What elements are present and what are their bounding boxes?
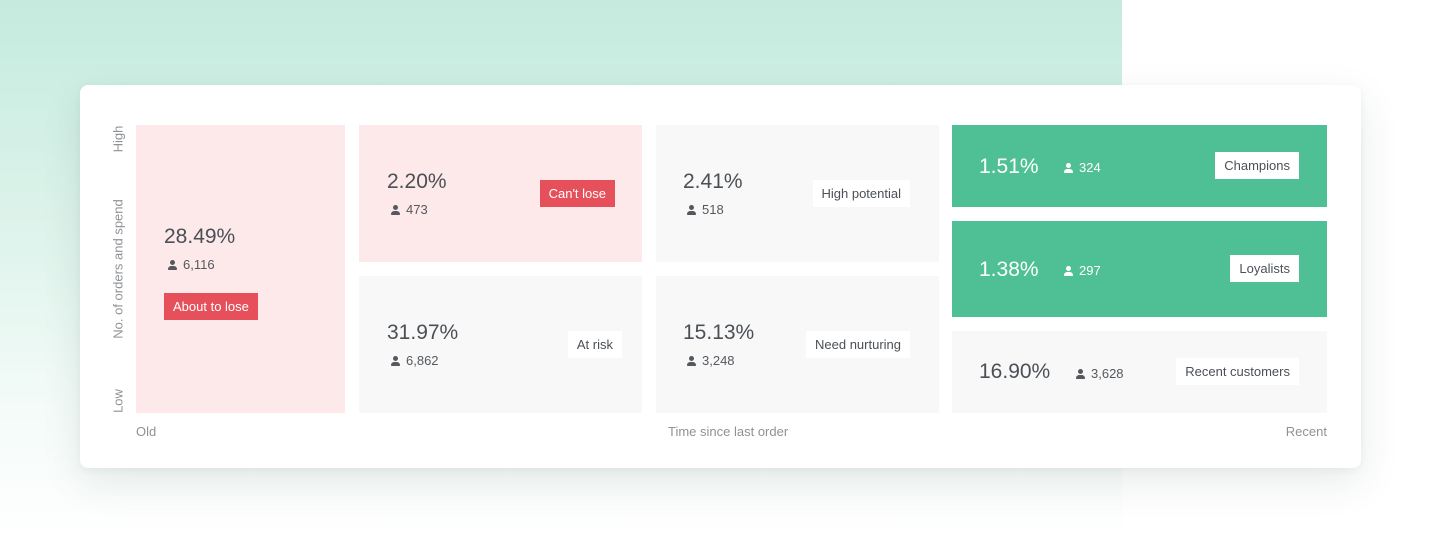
x-axis-title: Time since last order [668,424,789,439]
segment-customer-count: 324 [1064,160,1101,175]
y-axis-high-label: High [110,125,126,153]
segment-percent: 2.20% [387,170,447,193]
person-icon [391,355,400,366]
segment-champions[interactable]: 1.51% 324 Champions [952,125,1327,207]
segment-percent: 1.38% [979,258,1039,281]
segment-percent: 1.51% [979,155,1039,178]
person-icon [391,204,400,215]
segment-about-to-lose[interactable]: 28.49% 6,116 About to lose [136,125,345,413]
segment-label: Can't lose [539,180,615,207]
y-axis-low-label: Low [110,389,126,413]
segment-recent-customers[interactable]: 16.90% 3,628 Recent customers [952,331,1327,413]
person-icon [687,204,696,215]
segment-loyalists[interactable]: 1.38% 297 Loyalists [952,221,1327,317]
segment-label: Loyalists [1230,255,1299,282]
segment-customer-count: 3,628 [1076,366,1124,381]
person-icon [1076,368,1085,379]
segment-percent: 31.97% [387,321,459,344]
segment-label: Need nurturing [806,331,910,358]
segment-percent: 15.13% [683,321,755,344]
segment-customer-count: 6,116 [168,257,215,272]
segment-percent: 28.49% [164,225,236,248]
person-icon [1064,162,1073,173]
segment-customer-count: 3,248 [687,353,735,368]
person-icon [168,259,177,270]
segment-label: High potential [812,180,910,207]
person-icon [687,355,696,366]
segment-percent: 2.41% [683,170,743,193]
segment-customer-count: 518 [687,202,724,217]
y-axis-title: No. of orders and spend [110,199,126,339]
segment-high-potential[interactable]: 2.41% 518 High potential [656,125,939,262]
segment-customer-count: 6,862 [391,353,439,368]
segment-label: Recent customers [1176,358,1299,385]
x-axis-old-label: Old [136,424,157,439]
segment-cant-lose[interactable]: 2.20% 473 Can't lose [359,125,642,262]
segment-label: Champions [1215,152,1299,179]
segment-percent: 16.90% [979,360,1051,383]
segment-label: At risk [567,331,622,358]
segment-at-risk[interactable]: 31.97% 6,862 At risk [359,276,642,413]
segment-label: About to lose [164,293,258,320]
person-icon [1064,265,1073,276]
segment-chart-card: High No. of orders and spend Low 28.49% … [80,85,1361,468]
segment-customer-count: 473 [391,202,428,217]
segment-need-nurturing[interactable]: 15.13% 3,248 Need nurturing [656,276,939,413]
x-axis-recent-label: Recent [1285,424,1327,439]
segment-customer-count: 297 [1064,263,1101,278]
